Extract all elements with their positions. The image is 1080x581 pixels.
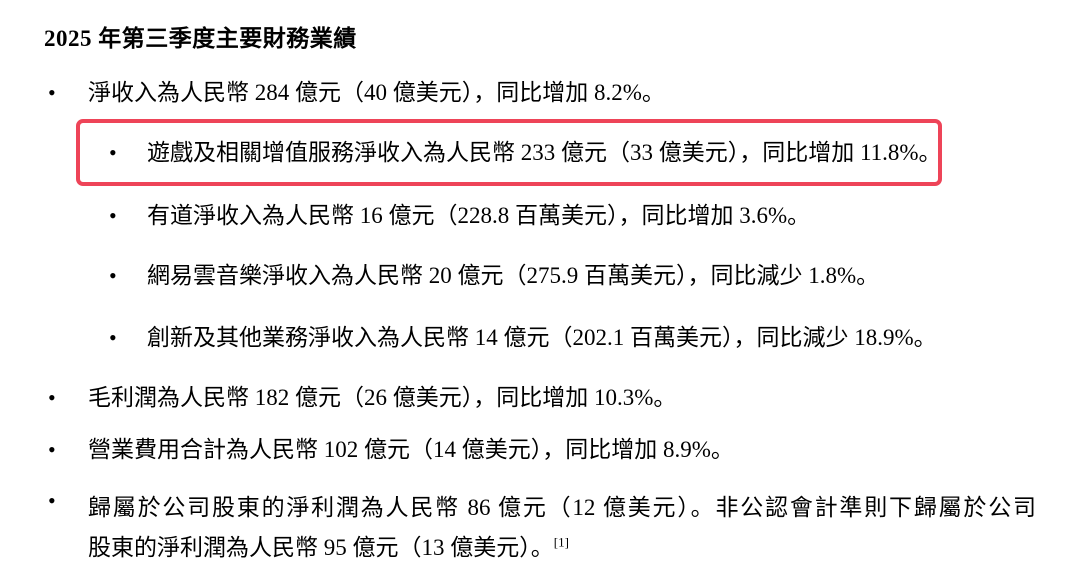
bullet-cloud-music-revenue: • 網易雲音樂淨收入為人民幣 20 億元（275.9 百萬美元），同比減少 1.… bbox=[105, 263, 879, 288]
bullet-text: 歸屬於公司股東的淨利潤為人民幣 86 億元（12 億美元）。非公認會計準則下歸屬… bbox=[88, 488, 1036, 568]
bullet-text: 毛利潤為人民幣 182 億元（26 億美元），同比增加 10.3%。 bbox=[88, 385, 677, 410]
bullet-innovation-revenue: • 創新及其他業務淨收入為人民幣 14 億元（202.1 百萬美元），同比減少 … bbox=[105, 325, 937, 350]
bullet-games-revenue-highlighted: • 遊戲及相關增值服務淨收入為人民幣 233 億元（33 億美元），同比增加 1… bbox=[105, 140, 942, 165]
bullet-icon: • bbox=[109, 203, 117, 228]
footnote-reference: [1] bbox=[553, 534, 569, 550]
bullet-net-income: • 歸屬於公司股東的淨利潤為人民幣 86 億元（12 億美元）。非公認會計準則下… bbox=[44, 488, 1036, 568]
bullet-youdao-revenue: • 有道淨收入為人民幣 16 億元（228.8 百萬美元），同比增加 3.6%。 bbox=[105, 203, 810, 228]
bullet-icon: • bbox=[48, 437, 56, 462]
bullet-text: 創新及其他業務淨收入為人民幣 14 億元（202.1 百萬美元），同比減少 18… bbox=[147, 325, 937, 350]
bullet-text: 遊戲及相關增值服務淨收入為人民幣 233 億元（33 億美元），同比增加 11.… bbox=[147, 140, 942, 165]
bullet-icon: • bbox=[48, 385, 56, 410]
bullet-icon: • bbox=[48, 80, 56, 105]
bullet-text: 有道淨收入為人民幣 16 億元（228.8 百萬美元），同比增加 3.6%。 bbox=[147, 203, 811, 228]
bullet-text-line2: 股東的淨利潤為人民幣 95 億元（13 億美元）。[1] bbox=[88, 528, 1036, 568]
bullet-operating-expenses: • 營業費用合計為人民幣 102 億元（14 億美元），同比增加 8.9%。 bbox=[44, 437, 734, 462]
bullet-icon: • bbox=[48, 488, 56, 513]
bullet-text-line1: 歸屬於公司股東的淨利潤為人民幣 86 億元（12 億美元）。非公認會計準則下歸屬… bbox=[88, 495, 1036, 520]
bullet-gross-profit: • 毛利潤為人民幣 182 億元（26 億美元），同比增加 10.3%。 bbox=[44, 385, 676, 410]
bullet-icon: • bbox=[109, 263, 117, 288]
bullet-text: 淨收入為人民幣 284 億元（40 億美元），同比增加 8.2%。 bbox=[88, 80, 665, 105]
bullet-net-revenue: • 淨收入為人民幣 284 億元（40 億美元），同比增加 8.2%。 bbox=[44, 80, 665, 105]
bullet-icon: • bbox=[109, 325, 117, 350]
bullet-icon: • bbox=[109, 140, 117, 165]
bullet-text: 網易雲音樂淨收入為人民幣 20 億元（275.9 百萬美元），同比減少 1.8%… bbox=[147, 263, 880, 288]
bullet-text: 營業費用合計為人民幣 102 億元（14 億美元），同比增加 8.9%。 bbox=[88, 437, 734, 462]
page-title: 2025 年第三季度主要財務業績 bbox=[44, 26, 357, 51]
bullet-text-line2-body: 股東的淨利潤為人民幣 95 億元（13 億美元）。 bbox=[88, 535, 554, 560]
